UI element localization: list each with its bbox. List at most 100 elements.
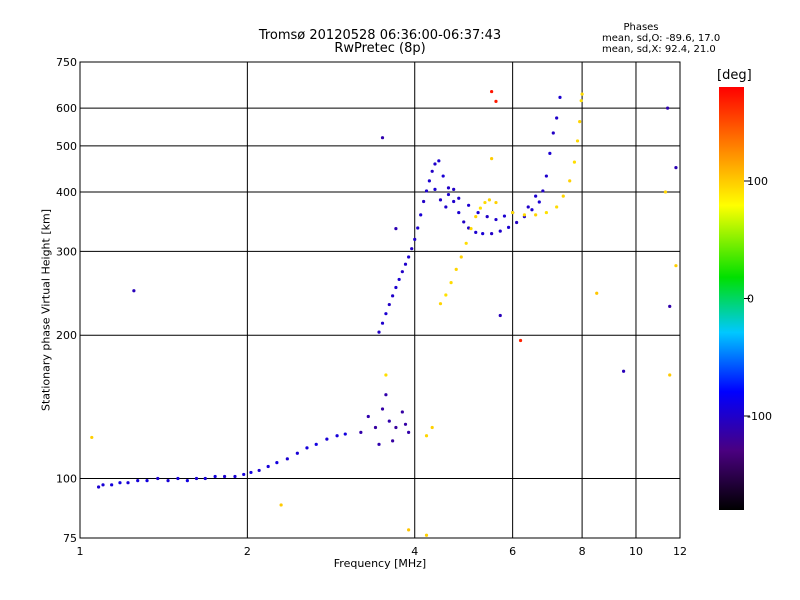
data-point (430, 169, 434, 173)
stats-o-mode: mean, sd,O: -89.6, 17.0 (602, 33, 721, 44)
data-point (400, 270, 404, 274)
data-point (314, 442, 318, 446)
data-point (222, 474, 227, 479)
data-point (285, 457, 289, 461)
data-point (257, 468, 261, 473)
data-point (416, 226, 420, 230)
data-point (457, 196, 461, 200)
data-point (452, 187, 456, 191)
data-point (537, 200, 541, 204)
data-point (490, 232, 494, 236)
data-point (555, 205, 559, 209)
y-axis-label: Stationary phase Virtual Height [km] (39, 208, 53, 412)
data-point (424, 533, 429, 537)
data-point (194, 476, 199, 481)
data-point (572, 160, 577, 164)
data-point (498, 229, 502, 233)
colorbar-tick-labels: 100 0 -100 (744, 175, 772, 423)
data-point (325, 437, 329, 441)
data-point (518, 338, 523, 343)
data-point (136, 479, 140, 483)
data-point (506, 225, 511, 229)
x-tick-label: 2 (244, 545, 251, 558)
data-point (377, 330, 381, 334)
data-point (433, 187, 437, 191)
data-point (384, 393, 388, 397)
data-point (242, 472, 246, 477)
data-point (96, 485, 101, 489)
data-point (595, 291, 599, 295)
x-tick-labels: 1 2 4 6 8 10 12 (77, 545, 688, 558)
y-tick-label: 200 (56, 329, 77, 342)
data-point (459, 255, 463, 259)
data-point (166, 479, 170, 483)
data-point (233, 474, 237, 479)
data-point (275, 461, 279, 465)
data-point (413, 237, 417, 241)
data-point (487, 198, 492, 202)
data-point (558, 95, 562, 99)
y-tick-label: 75 (63, 532, 77, 545)
data-point (437, 159, 441, 163)
data-point (498, 313, 502, 318)
data-point (544, 174, 548, 178)
data-point (343, 432, 347, 436)
data-point (502, 214, 507, 218)
data-point (478, 206, 482, 210)
data-point (534, 194, 538, 198)
colorbar-tick-label: 0 (747, 293, 754, 306)
x-tick-label: 1 (77, 545, 84, 558)
data-point (452, 199, 456, 204)
data-point (494, 200, 498, 205)
data-point (407, 255, 411, 259)
grid-lines (80, 62, 680, 538)
data-point (407, 528, 411, 532)
data-point (474, 230, 478, 234)
data-point (132, 289, 136, 293)
data-point (373, 425, 378, 430)
data-point (394, 227, 398, 231)
data-point (427, 179, 431, 183)
data-point (397, 277, 401, 282)
data-point (384, 373, 388, 377)
data-point (380, 407, 385, 411)
data-point (403, 422, 408, 426)
data-point (279, 503, 283, 507)
data-point (438, 302, 443, 306)
data-point (555, 116, 559, 120)
data-point (394, 285, 398, 290)
x-tick-label: 12 (673, 545, 687, 558)
y-tick-label: 400 (56, 186, 77, 199)
data-point (668, 304, 672, 308)
data-point (469, 227, 473, 231)
data-point (663, 190, 668, 194)
y-tick-label: 750 (56, 56, 77, 69)
data-point (446, 192, 451, 197)
data-point (403, 262, 408, 266)
data-point (481, 232, 485, 236)
data-point (485, 215, 489, 219)
data-point (454, 267, 458, 272)
data-point (424, 434, 429, 438)
data-point (511, 210, 515, 215)
data-point (145, 479, 149, 483)
data-point (666, 106, 670, 110)
data-point (580, 92, 584, 96)
data-point (366, 414, 370, 419)
data-point (422, 199, 426, 204)
y-tick-labels: 750 600 500 400 300 200 100 75 (56, 56, 77, 545)
data-point (541, 189, 545, 193)
data-point (438, 198, 443, 202)
data-point (156, 476, 160, 481)
x-tick-label: 10 (629, 545, 643, 558)
data-point (249, 470, 253, 475)
data-point (530, 208, 534, 212)
data-point (126, 481, 130, 485)
data-point (295, 451, 299, 455)
data-point (430, 425, 434, 430)
data-point (464, 241, 468, 245)
data-point (674, 166, 678, 170)
x-tick-label: 4 (411, 545, 418, 558)
data-point (444, 293, 448, 297)
